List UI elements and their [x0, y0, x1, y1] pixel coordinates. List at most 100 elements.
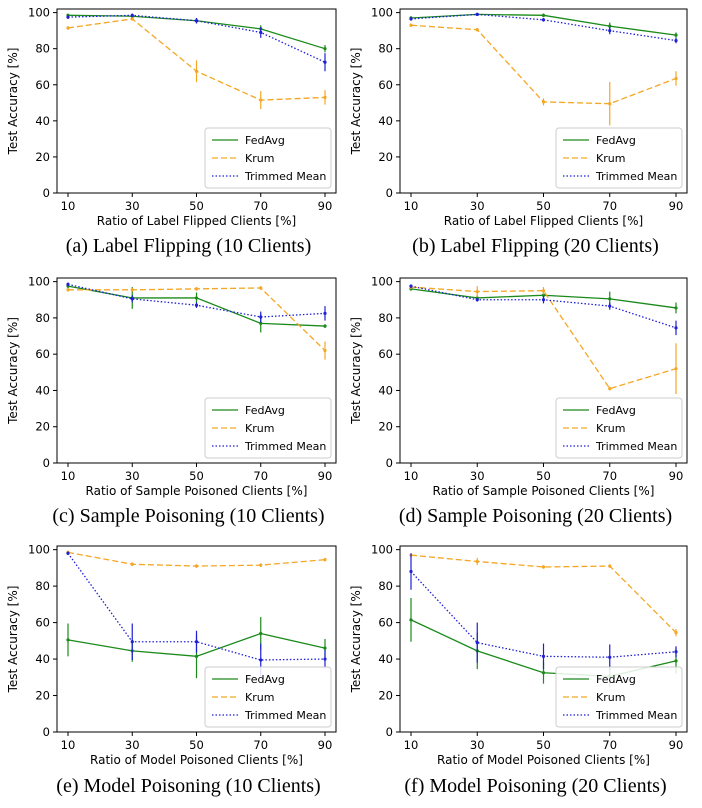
data-point [409, 23, 413, 27]
data-point [409, 569, 413, 574]
data-point [608, 304, 612, 308]
series-krum [66, 286, 327, 360]
x-tick-label: 70 [253, 199, 268, 213]
legend-label: FedAvg [245, 134, 285, 147]
data-point [409, 284, 413, 288]
x-tick-label: 30 [470, 199, 485, 213]
data-point [259, 286, 263, 290]
y-tick-label: 80 [378, 579, 393, 593]
data-point [608, 655, 612, 659]
y-tick-label: 20 [378, 150, 393, 164]
y-tick-label: 100 [28, 6, 50, 20]
legend-box [555, 397, 683, 459]
y-tick-label: 20 [378, 420, 393, 434]
y-axis-label: Test Accuracy [%] [6, 586, 20, 694]
data-point [608, 102, 612, 106]
data-point [475, 12, 479, 17]
y-tick-label: 40 [35, 114, 50, 128]
data-point [674, 76, 678, 81]
data-point [259, 321, 263, 325]
series-line [410, 24, 677, 105]
x-axis-label: Ratio of Sample Poisoned Clients [%] [86, 484, 308, 498]
x-tick-label: 70 [602, 199, 617, 213]
x-axis-label: Ratio of Model Poisoned Clients [%] [437, 753, 650, 767]
data-point [475, 290, 479, 294]
data-point [130, 640, 134, 644]
legend-box [204, 666, 332, 728]
data-point [475, 559, 479, 564]
data-point [541, 671, 546, 675]
legend-label: Krum [596, 691, 625, 704]
data-point [541, 654, 546, 658]
panel-caption: (e) Model Poisoning (10 Clients) [56, 775, 320, 797]
legend-label: Krum [596, 422, 625, 435]
data-point [323, 657, 327, 661]
chart-panel-4: 0 20 40 60 80 100 10 30 50 70 90 Ratio of Sample Po… [349, 275, 688, 527]
x-tick-label: 90 [318, 199, 333, 213]
y-tick-label: 60 [35, 78, 50, 92]
x-tick-label: 10 [61, 469, 76, 483]
panel-caption: (a) Label Flipping (10 Clients) [66, 235, 312, 257]
y-tick-label: 40 [378, 652, 393, 666]
y-tick-label: 0 [386, 186, 393, 200]
data-point [608, 297, 612, 301]
y-axis-label: Test Accuracy [%] [349, 317, 363, 425]
legend: FedAvg Krum Trimmed Mean [555, 127, 683, 189]
chart-panel-5: 0 20 40 60 80 100 10 30 50 70 90 Ratio of Model Poi… [6, 543, 337, 797]
series-line [67, 551, 326, 567]
y-axis-label: Test Accuracy [%] [6, 48, 20, 156]
legend-box [204, 127, 332, 189]
data-point [66, 551, 70, 555]
data-point [194, 654, 199, 658]
data-point [66, 638, 70, 642]
y-axis-label: Test Accuracy [%] [6, 317, 20, 425]
data-point [674, 306, 678, 310]
data-point [541, 565, 546, 569]
data-point [323, 60, 327, 64]
legend-label: Trimmed Mean [595, 170, 677, 183]
data-point [66, 26, 70, 30]
legend-label: Trimmed Mean [595, 440, 677, 453]
y-tick-label: 100 [371, 543, 393, 557]
data-point [66, 15, 70, 19]
y-axis-label: Test Accuracy [%] [349, 48, 363, 156]
y-tick-label: 100 [371, 6, 393, 20]
series-line [410, 13, 677, 36]
series-krum [409, 553, 678, 637]
x-tick-label: 30 [470, 738, 485, 752]
x-tick-label: 50 [189, 199, 204, 213]
legend-label: Trimmed Mean [595, 709, 677, 722]
x-tick-label: 50 [189, 738, 204, 752]
data-point [323, 646, 327, 650]
data-point [475, 298, 479, 302]
data-point [541, 100, 546, 104]
legend-label: FedAvg [596, 404, 636, 417]
data-point [194, 296, 199, 300]
data-point [323, 95, 327, 99]
data-point [194, 19, 199, 23]
legend-box [555, 666, 683, 728]
y-tick-label: 40 [378, 114, 393, 128]
y-tick-label: 40 [35, 652, 50, 666]
x-tick-label: 50 [536, 738, 551, 752]
series-fedavg [66, 284, 327, 333]
panel-caption: (f) Model Poisoning (20 Clients) [404, 775, 666, 797]
y-tick-label: 100 [371, 275, 393, 289]
data-point [674, 659, 678, 663]
data-point [130, 17, 134, 21]
y-axis-label: Test Accuracy [%] [349, 586, 363, 694]
data-point [323, 348, 327, 353]
data-point [475, 28, 479, 32]
x-tick-label: 70 [253, 738, 268, 752]
x-axis-label: Ratio of Model Poisoned Clients [%] [90, 753, 303, 767]
y-tick-label: 100 [28, 543, 50, 557]
series-trimmed [409, 12, 678, 44]
y-tick-label: 40 [35, 383, 50, 397]
data-point [259, 563, 263, 567]
chart-panel-2: 0 20 40 60 80 100 10 30 50 70 90 Ratio of Label Fli… [349, 6, 688, 257]
series-krum [409, 23, 678, 126]
series-trimmed [409, 284, 678, 336]
y-tick-label: 60 [35, 347, 50, 361]
x-axis-label: Ratio of Label Flipped Clients [%] [444, 214, 643, 228]
legend: FedAvg Krum Trimmed Mean [204, 127, 332, 189]
